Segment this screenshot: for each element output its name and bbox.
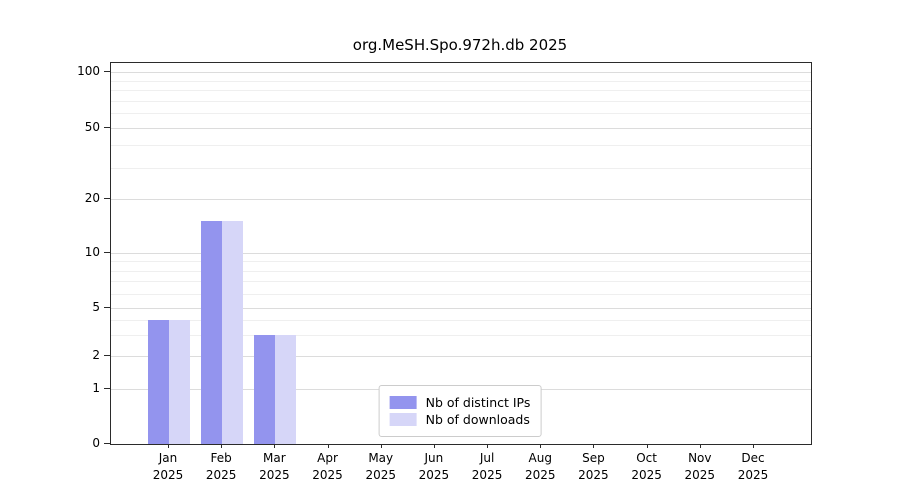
x-tick-year: 2025: [471, 468, 503, 482]
x-tick-label: Feb 2025: [189, 450, 253, 484]
x-tick-mark: [327, 444, 329, 448]
x-tick-mark: [274, 444, 276, 448]
legend-swatch-downloads: [389, 413, 417, 426]
gridline-minor: [111, 270, 811, 272]
x-tick-month: Oct: [636, 451, 657, 465]
x-tick-month: Jul: [479, 451, 495, 465]
gridline-major: [111, 199, 811, 201]
bar-downloads-jan: [169, 319, 190, 444]
x-tick-year: 2025: [418, 468, 450, 482]
gridline-minor: [111, 167, 811, 169]
y-tick-label: 0: [92, 436, 100, 450]
x-tick-year: 2025: [205, 468, 237, 482]
bar-distinct-ips-mar: [254, 334, 276, 444]
x-tick-year: 2025: [631, 468, 662, 482]
x-tick-year: 2025: [578, 468, 609, 482]
x-tick-label: May 2025: [349, 450, 413, 484]
bar-distinct-ips-jan: [148, 319, 169, 444]
y-tick-label: 10: [84, 245, 100, 259]
x-tick-year: 2025: [312, 468, 343, 482]
x-tick-mark: [646, 444, 648, 448]
x-tick-month: Apr: [317, 451, 338, 465]
x-tick-label: Dec 2025: [721, 450, 785, 484]
y-tick-mark: [104, 126, 110, 128]
x-tick-label: Jul 2025: [455, 450, 519, 484]
bar-distinct-ips-feb: [201, 221, 223, 444]
x-tick-month: Nov: [688, 451, 712, 465]
x-tick-month: May: [368, 451, 394, 465]
bar-downloads-feb: [222, 221, 244, 444]
x-tick-mark: [221, 444, 223, 448]
plot-area: [110, 62, 812, 445]
x-tick-month: Mar: [263, 451, 286, 465]
legend-label: Nb of downloads: [425, 412, 530, 427]
x-tick-label: Oct 2025: [615, 450, 679, 484]
gridline-minor: [111, 145, 811, 147]
x-tick-month: Sep: [582, 451, 605, 465]
y-tick-mark: [104, 198, 110, 200]
chart-title: org.MeSH.Spo.972h.db 2025: [352, 36, 568, 54]
y-tick-mark: [104, 387, 110, 389]
x-tick-label: Jan 2025: [136, 450, 200, 484]
gridline-minor: [111, 293, 811, 295]
x-tick-mark: [433, 444, 435, 448]
y-tick-label: 50: [84, 119, 100, 134]
x-tick-month: Aug: [528, 451, 552, 465]
gridline-minor: [111, 261, 811, 263]
y-tick-label: 2: [92, 347, 100, 362]
x-tick-mark: [168, 444, 169, 448]
x-tick-mark: [699, 444, 701, 448]
x-tick-label: Jun 2025: [402, 450, 466, 484]
gridline-minor: [111, 80, 811, 82]
gridline-minor: [111, 113, 811, 115]
y-tick-label: 5: [92, 299, 100, 314]
gridline-minor: [111, 319, 811, 321]
y-tick-mark: [104, 354, 110, 356]
x-tick-month: Jun: [424, 451, 444, 465]
bar-downloads-mar: [275, 334, 297, 444]
x-tick-mark: [487, 444, 489, 448]
gridline-major: [111, 355, 811, 357]
gridline-major: [111, 71, 811, 73]
x-tick-month: Feb: [210, 451, 232, 465]
legend-item: Nb of downloads: [389, 412, 531, 427]
gridline-major: [111, 253, 811, 254]
legend: Nb of distinct IPs Nb of downloads: [378, 385, 542, 437]
y-tick-label: 20: [84, 191, 100, 206]
x-tick-month: Jan: [158, 451, 178, 465]
x-tick-mark: [380, 444, 382, 448]
y-tick-mark: [104, 252, 110, 253]
legend-item: Nb of distinct IPs: [389, 395, 531, 410]
gridline-minor: [111, 334, 811, 336]
legend-swatch-distinct-ips: [389, 396, 417, 409]
x-tick-year: 2025: [152, 468, 184, 482]
x-tick-year: 2025: [524, 468, 556, 482]
y-tick-label: 1: [92, 380, 100, 395]
x-tick-year: 2025: [737, 468, 769, 482]
legend-label: Nb of distinct IPs: [425, 395, 531, 410]
x-tick-year: 2025: [365, 468, 396, 482]
gridline-major: [111, 127, 811, 129]
x-tick-year: 2025: [684, 468, 716, 482]
y-tick-mark: [104, 443, 110, 444]
x-tick-month: Dec: [741, 451, 765, 465]
x-tick-label: Nov 2025: [668, 450, 732, 484]
x-tick-mark: [752, 444, 754, 448]
x-tick-year: 2025: [259, 468, 290, 482]
y-tick-label: 100: [77, 63, 100, 78]
y-tick-mark: [104, 306, 110, 308]
gridline-minor: [111, 90, 811, 92]
gridline-major: [111, 307, 811, 309]
x-tick-mark: [593, 444, 595, 448]
y-tick-mark: [104, 70, 110, 72]
x-tick-mark: [540, 444, 542, 448]
x-tick-label: Sep 2025: [561, 450, 625, 484]
x-tick-label: Aug 2025: [508, 450, 572, 484]
gridline-minor: [111, 100, 811, 102]
x-tick-label: Mar 2025: [242, 450, 306, 484]
gridline-minor: [111, 281, 811, 283]
x-tick-label: Apr 2025: [296, 450, 360, 484]
